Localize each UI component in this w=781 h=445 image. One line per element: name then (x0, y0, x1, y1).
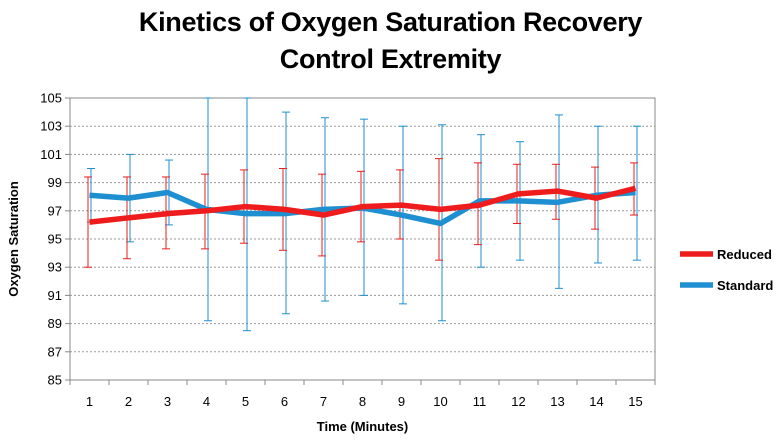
x-tick-label: 6 (281, 394, 288, 409)
y-axis-title: Oxygen Saturation (6, 181, 21, 297)
series (84, 97, 641, 332)
chart-title-line1: Kinetics of Oxygen Saturation Recovery (138, 7, 643, 37)
x-tick-label: 8 (359, 394, 366, 409)
x-tick-label: 1 (86, 394, 93, 409)
y-tick-label: 97 (48, 203, 62, 218)
x-tick-label: 14 (589, 394, 603, 409)
y-axis-tick-labels: 85 87 89 91 93 95 97 99 101 103 105 (40, 91, 70, 388)
x-tick-label: 2 (125, 394, 132, 409)
y-tick-label: 103 (40, 119, 62, 134)
x-tick-label: 4 (203, 394, 210, 409)
x-axis-title: Time (Minutes) (317, 419, 409, 434)
x-tick-label: 3 (164, 394, 171, 409)
x-axis-tick-labels: 1 2 3 4 5 6 7 8 9 10 11 12 13 14 15 (69, 380, 656, 409)
y-tick-label: 105 (40, 91, 62, 106)
x-tick-label: 11 (473, 394, 487, 409)
y-tick-label: 93 (48, 260, 62, 275)
x-tick-label: 10 (433, 394, 447, 409)
y-tick-label: 87 (48, 344, 62, 359)
x-tick-label: 7 (320, 394, 327, 409)
chart-title: Kinetics of Oxygen Saturation Recovery C… (0, 4, 781, 78)
y-tick-label: 91 (48, 288, 62, 303)
x-tick-label: 9 (398, 394, 405, 409)
y-tick-label: 95 (48, 232, 62, 247)
legend-label-standard: Standard (717, 278, 773, 293)
y-tick-label: 85 (48, 373, 62, 388)
chart-title-line2: Control Extremity (279, 44, 502, 74)
grid-lines (70, 125, 655, 353)
series-line-reduced (89, 185, 637, 225)
y-tick-label: 101 (40, 147, 62, 162)
legend: Reduced Standard (680, 247, 773, 293)
x-tick-label: 5 (242, 394, 249, 409)
x-tick-label: 12 (511, 394, 525, 409)
x-tick-label: 15 (628, 394, 642, 409)
y-tick-label: 89 (48, 316, 62, 331)
x-tick-label: 13 (550, 394, 564, 409)
y-tick-label: 99 (48, 175, 62, 190)
legend-label-reduced: Reduced (717, 247, 772, 262)
